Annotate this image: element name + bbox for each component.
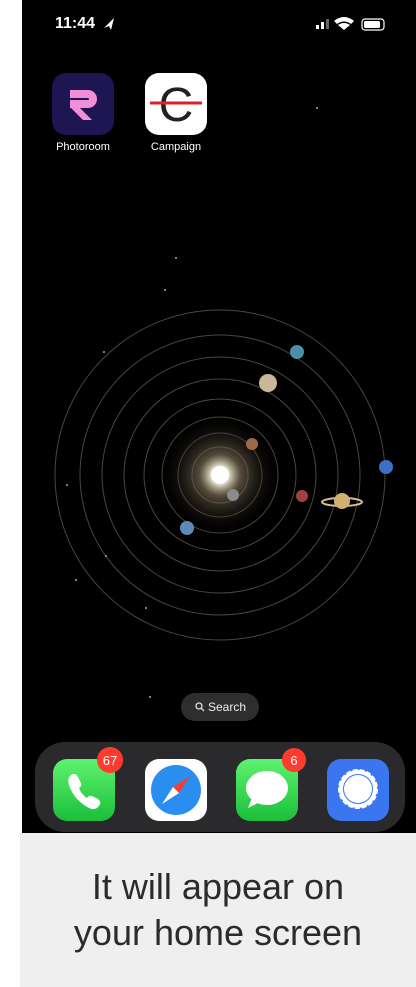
caption: It will appear on your home screen (20, 833, 416, 987)
badge-count: 6 (290, 753, 297, 768)
status-icons (316, 17, 384, 30)
app-label: Campaign (151, 141, 201, 153)
home-screen: 11:44 Photoroom C Campaign (22, 0, 416, 833)
wallpaper (55, 107, 393, 698)
caption-line: your home screen (74, 910, 362, 956)
search-button[interactable]: Search (181, 693, 259, 721)
app-photoroom[interactable]: Photoroom (52, 73, 114, 153)
badge: 67 (97, 747, 123, 773)
caption-line: It will appear on (92, 864, 344, 910)
svg-text:C: C (159, 79, 194, 132)
dock-signal[interactable] (327, 759, 389, 821)
dock-safari[interactable] (145, 759, 207, 821)
app-campaign[interactable]: C Campaign (145, 73, 207, 153)
badge: 6 (282, 748, 306, 772)
search-label: Search (208, 700, 246, 714)
badge-count: 67 (103, 753, 117, 768)
location-icon (104, 18, 114, 30)
phone-screen: 11:44 Photoroom C Campaign (22, 0, 416, 833)
app-label: Photoroom (56, 141, 110, 153)
status-time: 11:44 (55, 15, 95, 32)
page: 11:44 Photoroom C Campaign (0, 0, 416, 987)
